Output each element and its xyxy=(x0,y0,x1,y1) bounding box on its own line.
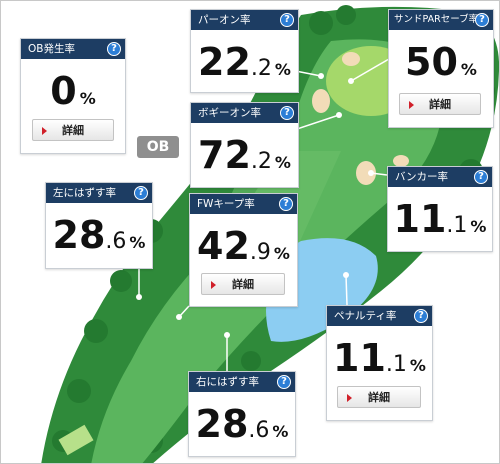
tee-box xyxy=(58,424,94,456)
value-integer: 0 xyxy=(50,69,77,113)
card-title: サンドPARセーブ率 xyxy=(394,14,479,25)
help-icon[interactable]: ? xyxy=(107,42,121,56)
card-value: 42.9% xyxy=(190,227,297,265)
arrow-icon xyxy=(347,394,352,402)
help-icon[interactable]: ? xyxy=(280,13,294,27)
card-value: 0% xyxy=(21,72,125,110)
value-integer: 28 xyxy=(195,402,249,446)
help-icon[interactable]: ? xyxy=(280,106,294,120)
left-miss-rate-card: 左にはずす率 ? 28.6% xyxy=(45,182,153,269)
bunker-1 xyxy=(312,89,330,113)
card-title: ペナルティ率 xyxy=(334,310,397,322)
value-integer: 50 xyxy=(405,40,458,84)
value-unit: % xyxy=(272,422,289,441)
card-title: ボギーオン率 xyxy=(198,107,261,119)
ob-marker: OB xyxy=(137,136,179,158)
value-integer: 11 xyxy=(393,197,447,241)
value-unit: % xyxy=(460,60,477,79)
detail-label: 詳細 xyxy=(232,278,254,291)
value-unit: % xyxy=(79,89,96,108)
help-icon[interactable]: ? xyxy=(134,186,148,200)
bunker-2 xyxy=(342,52,360,66)
help-icon[interactable]: ? xyxy=(277,375,291,389)
sand-save-detail-button[interactable]: 詳細 xyxy=(399,93,481,115)
card-title: FWキープ率 xyxy=(197,198,255,210)
value-integer: 22 xyxy=(198,40,251,84)
card-value: 11.1% xyxy=(388,200,492,238)
value-decimal: .6 xyxy=(105,229,127,254)
value-decimal: .6 xyxy=(248,418,270,443)
right-miss-rate-card: 右にはずす率 ? 28.6% xyxy=(188,371,296,457)
help-icon[interactable]: ? xyxy=(414,309,428,323)
card-header: ペナルティ率 ? xyxy=(327,306,432,326)
sand-save-rate-card: サンドPARセーブ率 ? 50% 詳細 xyxy=(388,9,494,128)
detail-label: 詳細 xyxy=(429,98,451,111)
ob-detail-button[interactable]: 詳細 xyxy=(32,119,114,141)
leader-dots xyxy=(136,73,374,338)
card-title: バンカー率 xyxy=(395,171,449,183)
card-header: バンカー率 ? xyxy=(388,167,492,187)
card-title: パーオン率 xyxy=(198,14,251,26)
fw-keep-rate-card: FWキープ率 ? 42.9% 詳細 xyxy=(189,193,298,307)
value-decimal: .2 xyxy=(250,56,272,81)
value-decimal: .1 xyxy=(385,352,407,377)
value-decimal: .2 xyxy=(250,149,272,174)
value-integer: 72 xyxy=(198,133,251,177)
card-header: パーオン率 ? xyxy=(191,10,298,30)
arrow-icon xyxy=(42,127,47,135)
card-header: FWキープ率 ? xyxy=(190,194,297,214)
par-on-rate-card: パーオン率 ? 22.2% xyxy=(190,9,299,93)
value-decimal: .9 xyxy=(249,240,271,265)
bunker-rate-card: バンカー率 ? 11.1% xyxy=(387,166,493,252)
card-value: 28.6% xyxy=(46,216,152,254)
detail-label: 詳細 xyxy=(62,124,84,137)
arrow-icon xyxy=(211,281,216,289)
value-unit: % xyxy=(470,217,487,236)
card-value: 11.1% xyxy=(327,339,432,377)
card-header: 右にはずす率 ? xyxy=(189,372,295,392)
card-title: 左にはずす率 xyxy=(53,187,116,199)
value-integer: 28 xyxy=(52,213,106,257)
card-header: ボギーオン率 ? xyxy=(191,103,298,123)
fw-keep-detail-button[interactable]: 詳細 xyxy=(201,273,285,295)
card-value: 28.6% xyxy=(189,405,295,443)
card-header: 左にはずす率 ? xyxy=(46,183,152,203)
penalty-detail-button[interactable]: 詳細 xyxy=(337,386,421,408)
card-title: OB発生率 xyxy=(28,43,75,55)
arrow-icon xyxy=(409,101,414,109)
penalty-rate-card: ペナルティ率 ? 11.1% 詳細 xyxy=(326,305,433,421)
card-value: 22.2% xyxy=(191,43,298,81)
value-decimal: .1 xyxy=(446,213,468,238)
ob-rate-card: OB発生率 ? 0% 詳細 xyxy=(20,38,126,154)
value-unit: % xyxy=(409,356,426,375)
value-unit: % xyxy=(273,244,290,263)
card-header: OB発生率 ? xyxy=(21,39,125,59)
card-value: 50% xyxy=(389,43,493,81)
value-unit: % xyxy=(274,60,291,79)
detail-label: 詳細 xyxy=(368,391,390,404)
value-integer: 11 xyxy=(333,336,386,380)
bogey-on-rate-card: ボギーオン率 ? 72.2% xyxy=(190,102,299,188)
bunker-3 xyxy=(356,161,376,185)
card-title: 右にはずす率 xyxy=(196,376,259,388)
bunker-4 xyxy=(393,155,409,167)
value-integer: 42 xyxy=(197,224,250,268)
card-value: 72.2% xyxy=(191,136,298,174)
value-unit: % xyxy=(129,233,146,252)
help-icon[interactable]: ? xyxy=(474,170,488,184)
help-icon[interactable]: ? xyxy=(279,197,293,211)
value-unit: % xyxy=(274,153,291,172)
help-icon[interactable]: ? xyxy=(475,13,489,27)
card-header: サンドPARセーブ率 ? xyxy=(389,10,493,30)
